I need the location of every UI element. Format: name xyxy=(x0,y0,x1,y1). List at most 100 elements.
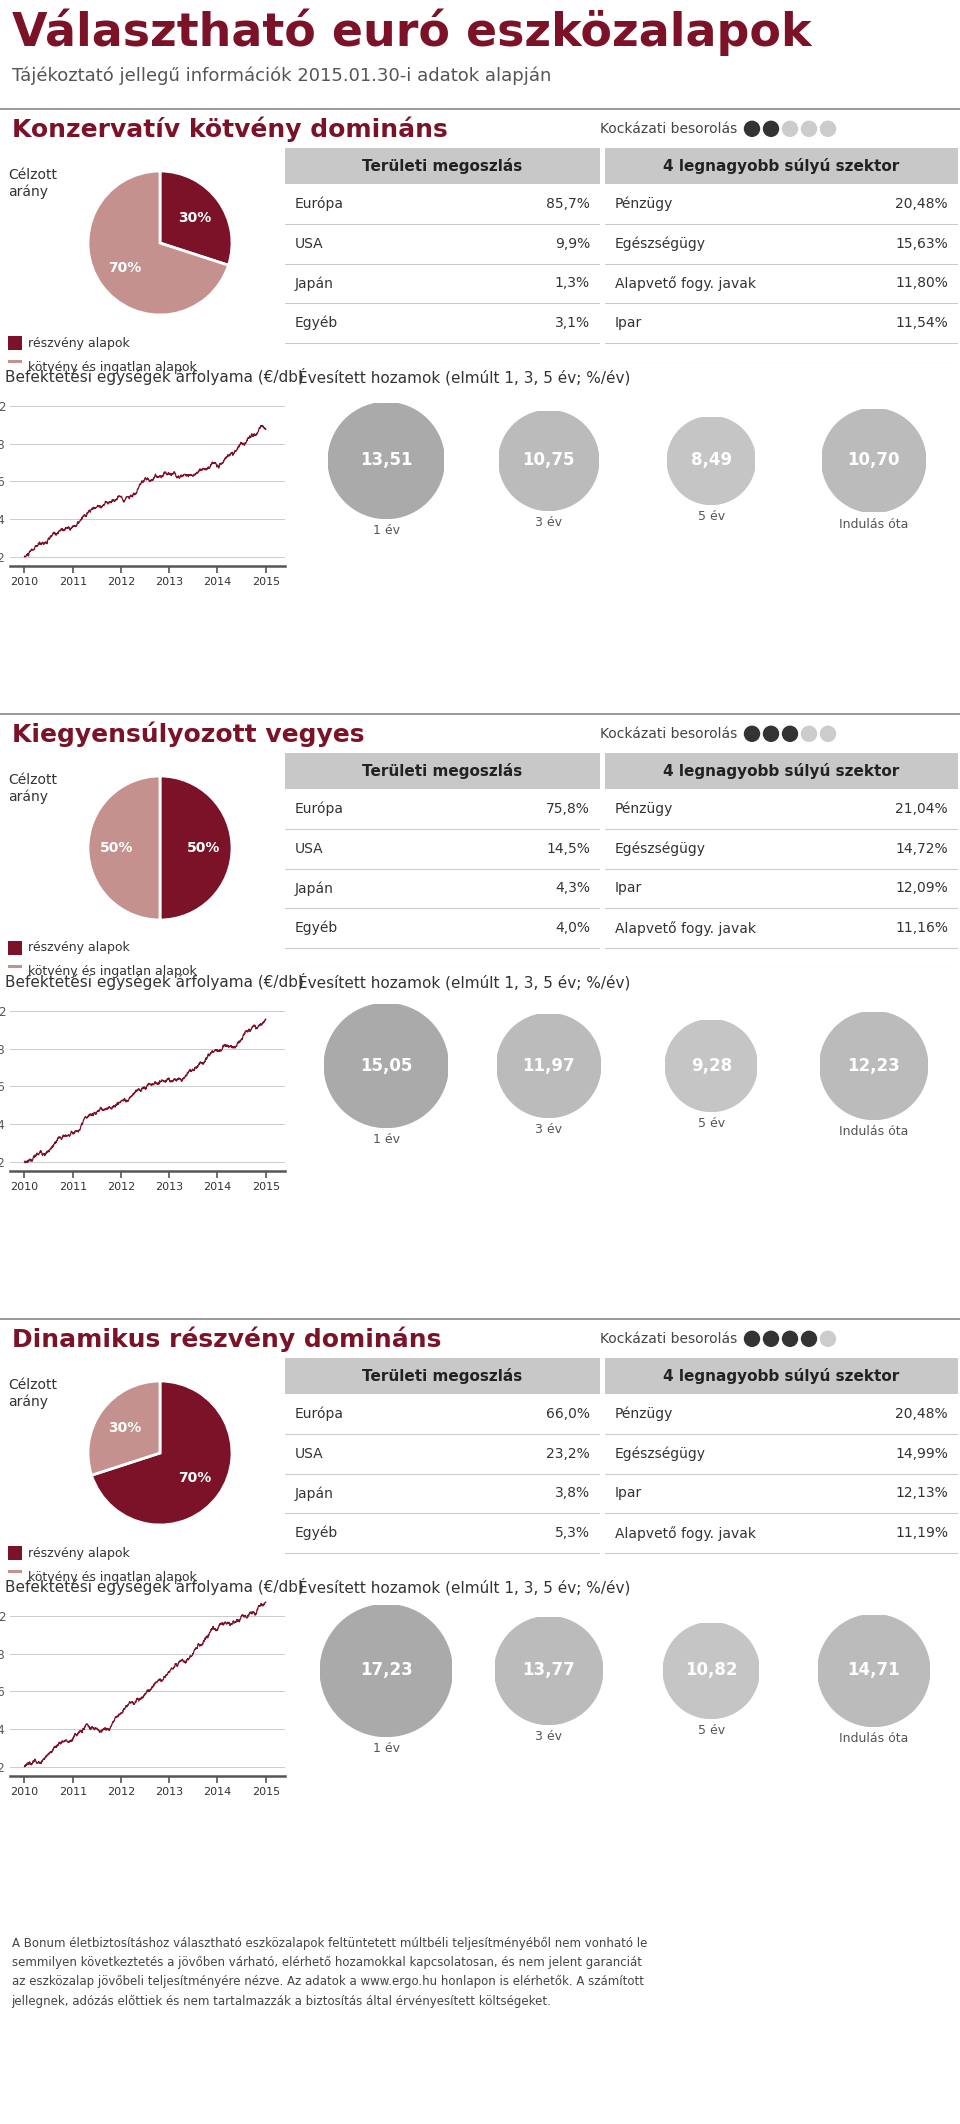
Text: Egyéb: Egyéb xyxy=(295,1525,338,1540)
Text: Befektetési egységek árfolyama (€/db): Befektetési egységek árfolyama (€/db) xyxy=(5,1578,303,1595)
Text: 4 legnagyobb súlyú szektor: 4 legnagyobb súlyú szektor xyxy=(663,1368,900,1385)
Text: 14,5%: 14,5% xyxy=(546,841,590,856)
Text: Pénzügy: Pénzügy xyxy=(615,198,673,210)
Bar xyxy=(8,964,22,979)
Text: 5 év: 5 év xyxy=(698,510,725,523)
Circle shape xyxy=(763,726,779,741)
Text: Évesített hozamok (elmúlt 1, 3, 5 év; %/év): Évesített hozamok (elmúlt 1, 3, 5 év; %/… xyxy=(298,1578,630,1595)
Text: 15,05: 15,05 xyxy=(360,1056,413,1075)
Text: 9,9%: 9,9% xyxy=(555,236,590,251)
Bar xyxy=(605,1357,958,1393)
Text: 15,63%: 15,63% xyxy=(896,236,948,251)
Circle shape xyxy=(745,726,759,741)
Circle shape xyxy=(822,408,925,512)
Text: Japán: Japán xyxy=(295,881,334,896)
Text: Pénzügy: Pénzügy xyxy=(615,1406,673,1421)
Text: 4 legnagyobb súlyú szektor: 4 legnagyobb súlyú szektor xyxy=(663,763,900,780)
Text: részvény alapok: részvény alapok xyxy=(28,336,130,350)
Text: 30%: 30% xyxy=(179,210,211,225)
Text: Célzott
arány: Célzott arány xyxy=(8,773,57,803)
Bar xyxy=(8,1570,22,1585)
Text: Választható euró eszközalapok: Választható euró eszközalapok xyxy=(12,8,811,55)
Text: Ipar: Ipar xyxy=(615,316,642,329)
Text: 10,70: 10,70 xyxy=(848,452,900,469)
Text: 13,77: 13,77 xyxy=(522,1661,575,1680)
Bar xyxy=(285,1357,600,1393)
Text: Befektetési egységek árfolyama (€/db): Befektetési egységek árfolyama (€/db) xyxy=(5,370,303,384)
Text: Területi megoszlás: Területi megoszlás xyxy=(362,763,522,780)
Text: Befektetési egységek árfolyama (€/db): Befektetési egységek árfolyama (€/db) xyxy=(5,973,303,990)
Text: 14,99%: 14,99% xyxy=(895,1446,948,1461)
Text: 11,16%: 11,16% xyxy=(895,922,948,935)
Circle shape xyxy=(745,121,759,136)
Circle shape xyxy=(802,121,817,136)
Text: 11,80%: 11,80% xyxy=(895,276,948,291)
Text: Kockázati besorolás: Kockázati besorolás xyxy=(600,121,737,136)
Circle shape xyxy=(782,121,798,136)
Text: 11,97: 11,97 xyxy=(522,1056,575,1075)
Circle shape xyxy=(820,1011,927,1119)
Text: 20,48%: 20,48% xyxy=(896,198,948,210)
Text: Európa: Európa xyxy=(295,1406,344,1421)
Text: 11,54%: 11,54% xyxy=(896,316,948,329)
Text: Japán: Japán xyxy=(295,276,334,291)
Text: Egészségügy: Egészségügy xyxy=(615,236,706,251)
Text: 12,13%: 12,13% xyxy=(896,1487,948,1500)
Circle shape xyxy=(745,1332,759,1347)
Text: 8,49: 8,49 xyxy=(690,452,732,469)
Circle shape xyxy=(763,1332,779,1347)
Wedge shape xyxy=(91,1381,232,1525)
Text: 5 év: 5 év xyxy=(698,1725,725,1737)
Text: Egészségügy: Egészségügy xyxy=(615,1446,706,1461)
Text: 3 év: 3 év xyxy=(536,1124,563,1136)
Bar xyxy=(8,359,22,374)
Text: Dinamikus részvény domináns: Dinamikus részvény domináns xyxy=(12,1325,442,1351)
Circle shape xyxy=(324,1003,448,1128)
Circle shape xyxy=(667,416,756,506)
Circle shape xyxy=(821,1332,835,1347)
Text: 4,3%: 4,3% xyxy=(555,881,590,896)
Text: Alapvető fogy. javak: Alapvető fogy. javak xyxy=(615,922,756,937)
Text: 70%: 70% xyxy=(179,1472,211,1485)
Wedge shape xyxy=(160,775,232,920)
Text: Területi megoszlás: Területi megoszlás xyxy=(362,1368,522,1385)
Text: részvény alapok: részvény alapok xyxy=(28,941,130,954)
Text: Japán: Japán xyxy=(295,1487,334,1502)
Text: Területi megoszlás: Területi megoszlás xyxy=(362,157,522,174)
Circle shape xyxy=(499,410,599,510)
Text: 4 legnagyobb súlyú szektor: 4 legnagyobb súlyú szektor xyxy=(663,157,900,174)
Text: Pénzügy: Pénzügy xyxy=(615,801,673,816)
Text: Célzott
arány: Célzott arány xyxy=(8,1378,57,1408)
Circle shape xyxy=(665,1020,757,1111)
Text: 3 év: 3 év xyxy=(536,1731,563,1744)
Text: Konzervatív kötvény domináns: Konzervatív kötvény domináns xyxy=(12,117,447,142)
Text: 14,71: 14,71 xyxy=(848,1661,900,1680)
Bar xyxy=(605,754,958,788)
Text: 1 év: 1 év xyxy=(372,525,399,537)
Text: 12,09%: 12,09% xyxy=(896,881,948,896)
Text: 20,48%: 20,48% xyxy=(896,1406,948,1421)
Text: Alapvető fogy. javak: Alapvető fogy. javak xyxy=(615,1525,756,1540)
Text: kötvény és ingatlan alapok: kötvény és ingatlan alapok xyxy=(28,966,197,979)
Text: USA: USA xyxy=(295,1446,324,1461)
Text: 3 év: 3 év xyxy=(536,516,563,529)
Circle shape xyxy=(782,726,798,741)
Text: 9,28: 9,28 xyxy=(690,1056,732,1075)
Text: 13,51: 13,51 xyxy=(360,452,413,469)
Text: 75,8%: 75,8% xyxy=(546,803,590,816)
Wedge shape xyxy=(88,172,228,314)
Circle shape xyxy=(496,1013,601,1117)
Text: 85,7%: 85,7% xyxy=(546,198,590,210)
Text: Indulás óta: Indulás óta xyxy=(839,518,908,531)
Text: Indulás óta: Indulás óta xyxy=(839,1126,908,1138)
Text: Kockázati besorolás: Kockázati besorolás xyxy=(600,1332,737,1347)
Text: Évesített hozamok (elmúlt 1, 3, 5 év; %/év): Évesített hozamok (elmúlt 1, 3, 5 év; %/… xyxy=(298,367,630,384)
Bar xyxy=(8,336,22,350)
Circle shape xyxy=(821,726,835,741)
Text: Egyéb: Egyéb xyxy=(295,316,338,331)
Text: A Bonum életbiztosításhoz választható eszközalapok feltüntetett múltbéli teljesí: A Bonum életbiztosításhoz választható es… xyxy=(12,1937,647,2007)
Bar xyxy=(605,149,958,185)
Text: Egészségügy: Egészségügy xyxy=(615,841,706,856)
Circle shape xyxy=(763,121,779,136)
Text: 4,0%: 4,0% xyxy=(555,922,590,935)
